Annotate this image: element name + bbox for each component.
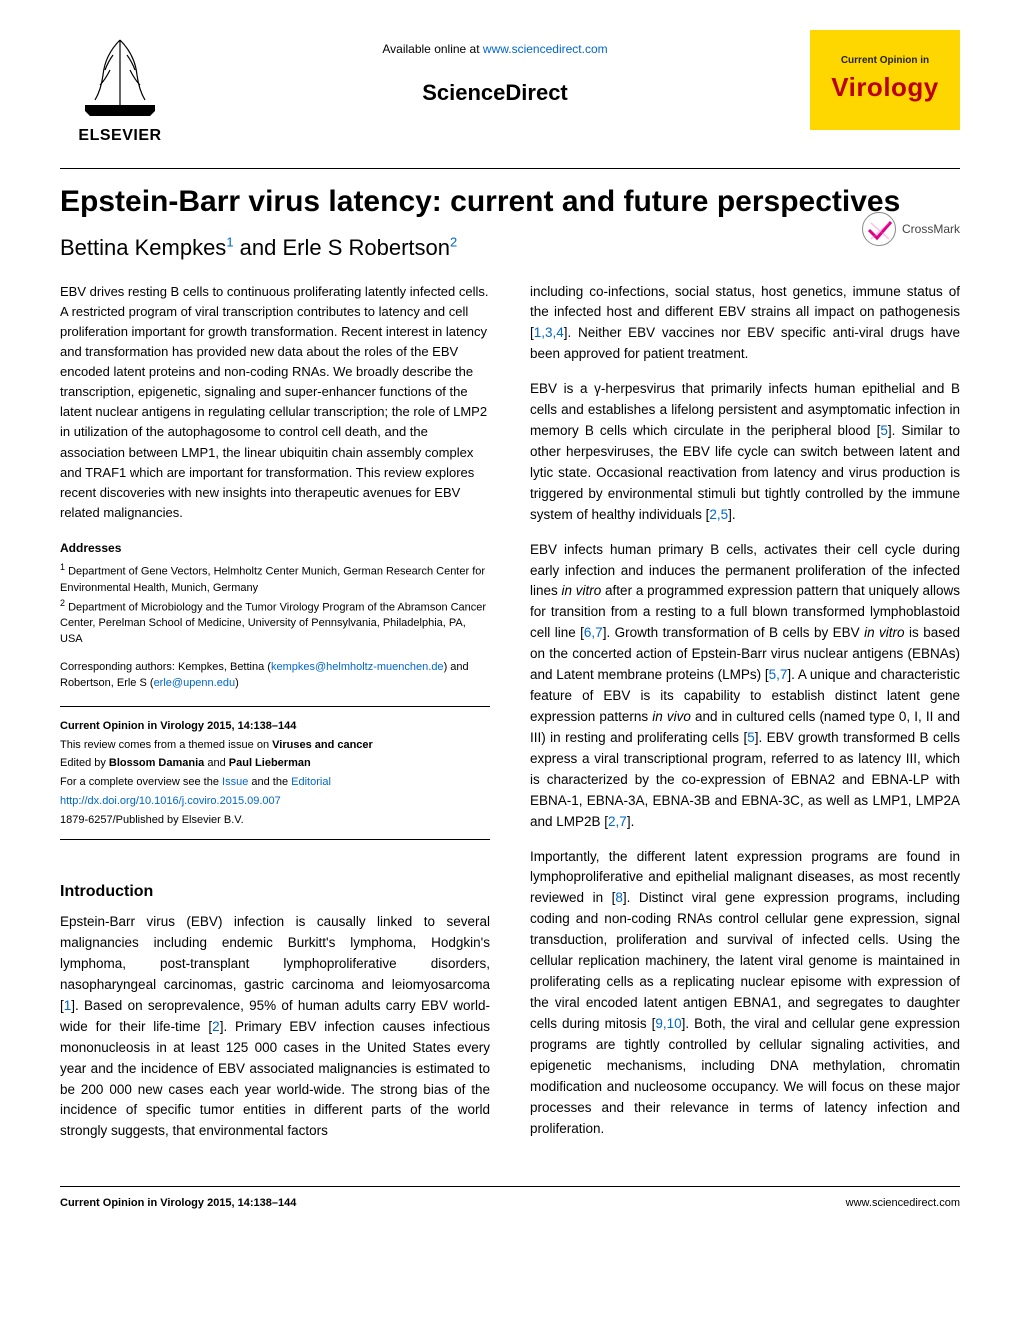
- overview-and: and the: [248, 776, 291, 788]
- addresses-block: 1 Department of Gene Vectors, Helmholtz …: [60, 561, 490, 648]
- journal-badge-name: Virology: [831, 68, 939, 107]
- footer-left: Current Opinion in Virology 2015, 14:138…: [60, 1197, 296, 1209]
- right-para-4: Importantly, the different latent expres…: [530, 847, 960, 1140]
- elsevier-label: ELSEVIER: [78, 124, 161, 148]
- editor-1: Blossom Damania: [109, 757, 204, 769]
- issue-link[interactable]: Issue: [222, 776, 248, 788]
- editorial-link[interactable]: Editorial: [291, 776, 331, 788]
- corr-label: Corresponding authors: Kempkes, Bettina: [60, 661, 264, 673]
- header-divider: [60, 168, 960, 169]
- author-1-sup: 1: [226, 234, 233, 249]
- main-columns: EBV drives resting B cells to continuous…: [60, 282, 960, 1157]
- crossmark-label: CrossMark: [902, 220, 960, 238]
- journal-badge: Current Opinion in Virology: [810, 30, 960, 130]
- corr-email-1[interactable]: kempkes@helmholtz-muenchen.de: [271, 661, 444, 673]
- elsevier-logo-block: ELSEVIER: [60, 30, 180, 148]
- edited-label: Edited by: [60, 757, 109, 769]
- body-right: including co-infections, social status, …: [530, 282, 960, 1140]
- theme-name: Viruses and cancer: [272, 739, 373, 751]
- sciencedirect-link[interactable]: www.sciencedirect.com: [483, 42, 608, 56]
- author-1: Bettina Kempkes: [60, 235, 226, 260]
- article-title: Epstein-Barr virus latency: current and …: [60, 183, 960, 221]
- author-connector: and Erle S Robertson: [234, 235, 450, 260]
- address-sup-2: 2: [60, 598, 65, 608]
- intro-heading: Introduction: [60, 880, 490, 904]
- editor-2: Paul Lieberman: [229, 757, 311, 769]
- right-para-1: including co-infections, social status, …: [530, 282, 960, 366]
- addresses-heading: Addresses: [60, 539, 490, 557]
- doi-link[interactable]: http://dx.doi.org/10.1016/j.coviro.2015.…: [60, 795, 281, 807]
- address-2: Department of Microbiology and the Tumor…: [60, 601, 486, 645]
- corr-email-2[interactable]: erle@upenn.edu: [154, 677, 236, 689]
- crossmark-badge[interactable]: CrossMark: [862, 212, 960, 246]
- journal-badge-top: Current Opinion in: [841, 53, 929, 68]
- available-text: Available online at: [382, 42, 483, 56]
- crossmark-icon: [862, 212, 896, 246]
- page-header: ELSEVIER Available online at www.science…: [60, 30, 960, 148]
- right-column: including co-infections, social status, …: [530, 282, 960, 1157]
- citation-line: Current Opinion in Virology 2015, 14:138…: [60, 720, 296, 732]
- corresponding-block: Corresponding authors: Kempkes, Bettina …: [60, 660, 490, 692]
- author-2-sup: 2: [450, 234, 457, 249]
- address-1: Department of Gene Vectors, Helmholtz Ce…: [60, 566, 485, 594]
- right-para-3: EBV infects human primary B cells, activ…: [530, 540, 960, 833]
- edited-and: and: [204, 757, 228, 769]
- overview-pre: For a complete overview see the: [60, 776, 222, 788]
- available-online: Available online at www.sciencedirect.co…: [200, 40, 790, 58]
- author-list: Bettina Kempkes1 and Erle S Robertson2: [60, 231, 960, 264]
- citation-info-box: Current Opinion in Virology 2015, 14:138…: [60, 706, 490, 840]
- elsevier-tree-icon: [75, 30, 165, 120]
- center-header: Available online at www.sciencedirect.co…: [180, 30, 810, 119]
- abstract: EBV drives resting B cells to continuous…: [60, 282, 490, 524]
- intro-para-left: Epstein-Barr virus (EBV) infection is ca…: [60, 912, 490, 1142]
- footer-right: www.sciencedirect.com: [846, 1195, 960, 1212]
- page-footer: Current Opinion in Virology 2015, 14:138…: [60, 1186, 960, 1212]
- sciencedirect-heading: ScienceDirect: [200, 76, 790, 109]
- issn-line: 1879-6257/Published by Elsevier B.V.: [60, 811, 490, 830]
- address-sup-1: 1: [60, 562, 65, 572]
- theme-pre: This review comes from a themed issue on: [60, 739, 272, 751]
- left-column: EBV drives resting B cells to continuous…: [60, 282, 490, 1157]
- intro-body-left: Epstein-Barr virus (EBV) infection is ca…: [60, 912, 490, 1142]
- right-para-2: EBV is a γ-herpesvirus that primarily in…: [530, 379, 960, 525]
